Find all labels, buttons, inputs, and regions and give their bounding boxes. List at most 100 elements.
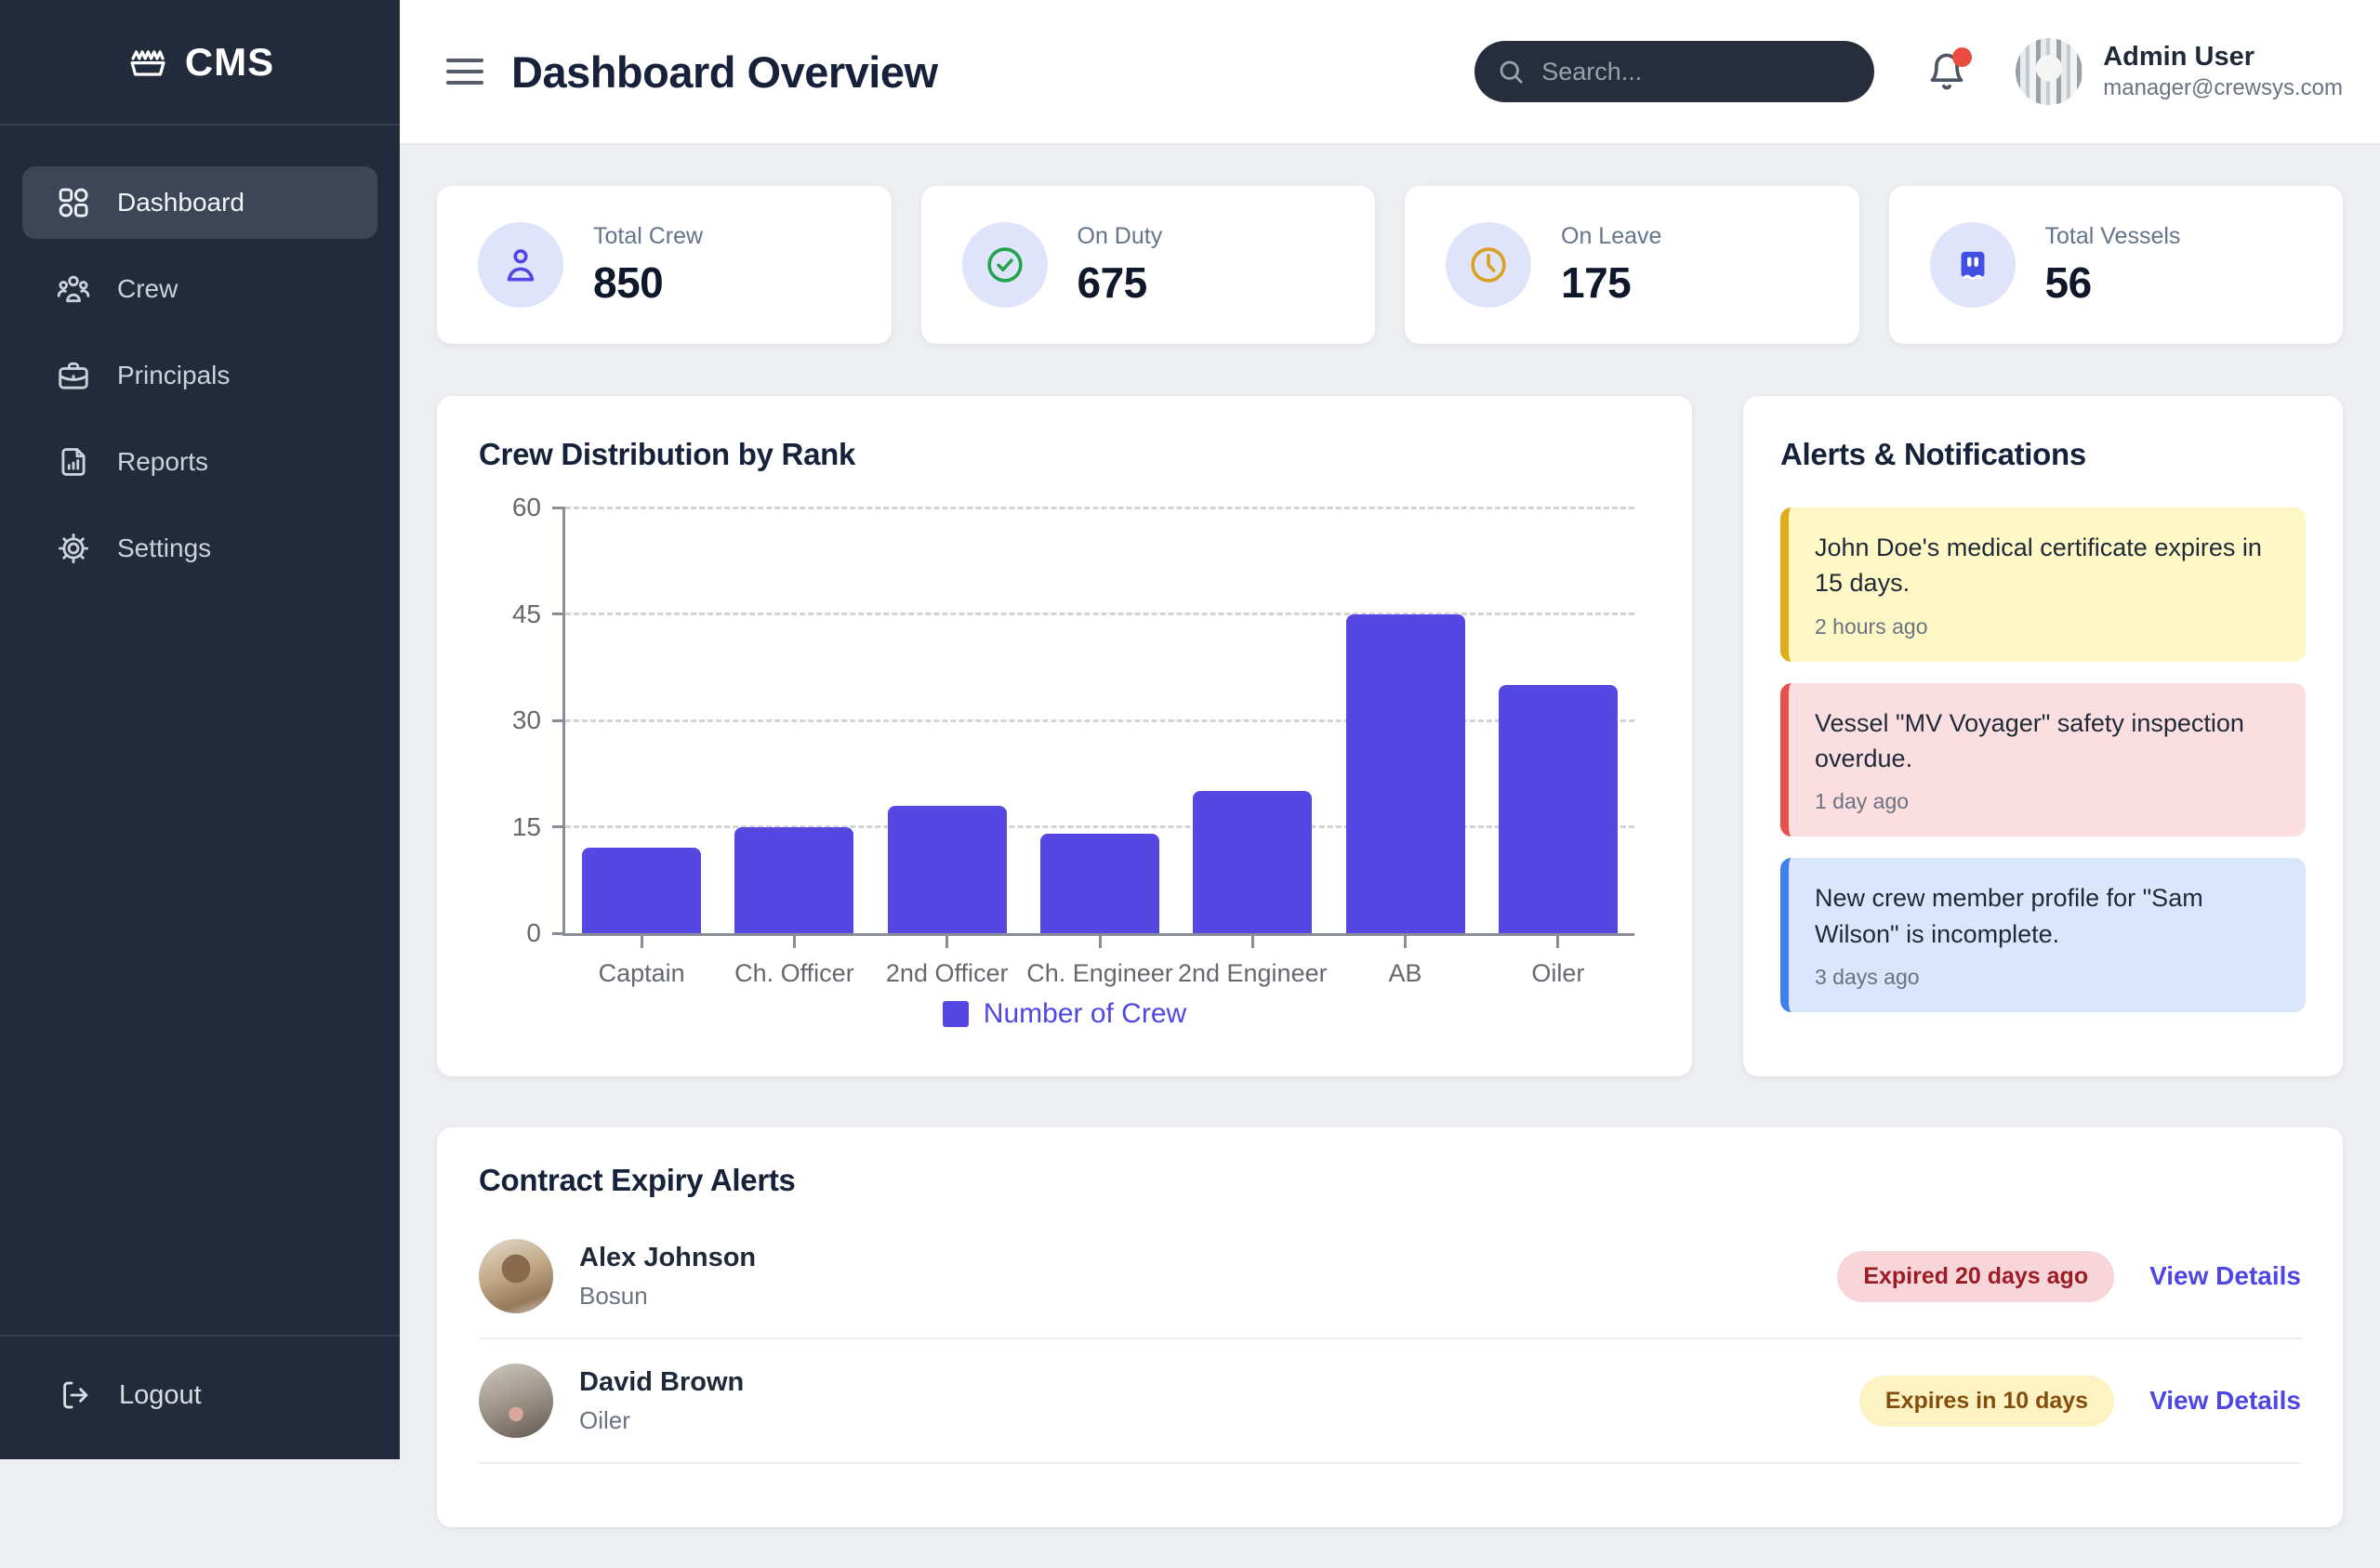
user-name: Admin User: [2103, 42, 2254, 72]
sidebar-item-label: Dashboard: [117, 188, 245, 217]
header-right: Admin User manager@crewsys.com: [1474, 38, 2343, 105]
view-details-link[interactable]: View Details: [2149, 1261, 2301, 1290]
legend-label: Number of Crew: [983, 998, 1187, 1029]
x-tick-mark: [945, 936, 949, 948]
user-menu[interactable]: Admin User manager@crewsys.com: [2016, 38, 2343, 105]
x-tick-label-captain: Captain: [598, 959, 685, 987]
contracts-card: Contract Expiry Alerts Alex Johnson Bosu…: [437, 1127, 2343, 1527]
contract-row-actions: Expired 20 days ago View Details: [1837, 1250, 2301, 1302]
contract-row: David Brown Oiler Expires in 10 days Vie…: [479, 1339, 2301, 1464]
contract-row: Alex Johnson Bosun Expired 20 days ago V…: [479, 1215, 2301, 1339]
stat-card-total-vessels: Total Vessels 56: [1888, 186, 2343, 344]
person-icon: [507, 249, 535, 282]
sidebar: CMS Dashboard: [0, 0, 400, 1459]
contracts-title: Contract Expiry Alerts: [479, 1163, 796, 1197]
x-tick-mark: [640, 936, 643, 948]
search-input[interactable]: [1540, 56, 1873, 87]
avatar: [2016, 38, 2083, 105]
alert-item-danger: Vessel "MV Voyager" safety inspection ov…: [1780, 682, 2306, 837]
chart-title: Crew Distribution by Rank: [479, 437, 856, 471]
crew-role: Oiler: [579, 1405, 630, 1434]
stat-label: Total Crew: [593, 222, 704, 249]
x-tick-mark: [1098, 936, 1102, 948]
alerts-title: Alerts & Notifications: [1780, 437, 2086, 471]
dashboard-content: Total Crew 850 On Duty 675: [400, 145, 2380, 1568]
main-area: Dashboard Overview: [400, 0, 2380, 1527]
x-tick-mark: [1250, 936, 1254, 948]
stat-label: On Duty: [1077, 222, 1163, 249]
bar-oiler: [1498, 684, 1618, 933]
y-tick-label: 45: [511, 599, 541, 628]
notifications-button[interactable]: [1926, 47, 1973, 92]
alerts-card: Alerts & Notifications John Doe's medica…: [1743, 396, 2343, 1076]
logout-icon: [63, 1381, 88, 1409]
alert-time: 2 hours ago: [1815, 613, 1928, 639]
app-logo: CMS: [0, 0, 400, 125]
alert-time: 1 day ago: [1815, 789, 1910, 814]
y-tick-label: 0: [526, 918, 541, 947]
sidebar-item-label: Crew: [117, 274, 178, 303]
sidebar-item-dashboard[interactable]: Dashboard: [22, 166, 377, 239]
sidebar-footer: Logout: [0, 1335, 400, 1459]
sidebar-item-label: Reports: [117, 447, 209, 476]
crew-name: Alex Johnson: [579, 1242, 757, 1272]
grid-icon: [59, 188, 88, 217]
legend-swatch: [942, 1001, 969, 1027]
sidebar-item-reports[interactable]: Reports: [22, 426, 377, 498]
ship-logo-icon: [130, 49, 165, 76]
sidebar-item-settings[interactable]: Settings: [22, 512, 377, 585]
bar-chart: 0 15 30 45 60 Captain Ch. Officer 2nd Officer Ch…: [512, 493, 1634, 987]
search-icon: [1500, 60, 1523, 84]
users-icon: [57, 275, 90, 303]
x-tick-label-oiler: Oiler: [1531, 959, 1585, 987]
stat-icon-circle: [1929, 222, 2016, 308]
alert-message: New crew member profile for "Sam Wilson"…: [1815, 884, 2203, 948]
gridline-45: [565, 613, 1634, 615]
search-box: [1474, 41, 1875, 102]
clock-icon: [1471, 247, 1506, 283]
page-title: Dashboard Overview: [511, 46, 938, 97]
y-tick-label: 15: [511, 811, 541, 841]
avatar: [479, 1364, 553, 1438]
alert-time: 3 days ago: [1815, 964, 1920, 989]
bar-ch-officer: [734, 826, 854, 933]
sidebar-item-principals[interactable]: Principals: [22, 339, 377, 412]
x-tick-mark: [1404, 936, 1408, 948]
stat-value: 56: [2044, 257, 2093, 307]
crew-role: Bosun: [579, 1281, 648, 1310]
stat-icon-circle: [961, 222, 1048, 308]
bar-2nd-officer: [887, 805, 1007, 933]
sidebar-item-label: Settings: [117, 534, 212, 562]
y-tick-mark: [552, 825, 565, 828]
contract-rows: Alex Johnson Bosun Expired 20 days ago V…: [479, 1215, 2301, 1464]
menu-toggle-button[interactable]: [446, 59, 483, 85]
x-tick-label-2nd-engineer: 2nd Engineer: [1177, 959, 1328, 987]
gridline-30: [565, 718, 1634, 722]
x-tick-mark: [792, 936, 796, 948]
gridline-60: [565, 506, 1634, 509]
x-tick-label-ch-engineer: Ch. Engineer: [1026, 959, 1173, 987]
stat-icon-circle: [1446, 222, 1531, 308]
x-tick-label-ch-officer: Ch. Officer: [734, 959, 854, 987]
avatar: [479, 1239, 553, 1313]
chart-legend[interactable]: Number of Crew: [437, 998, 1692, 1030]
bar-ab: [1345, 613, 1465, 933]
stat-value: 850: [593, 257, 664, 307]
sidebar-item-crew[interactable]: Crew: [22, 253, 377, 325]
alert-message: John Doe's medical certificate expires i…: [1815, 534, 2262, 598]
mid-row: Crew Distribution by Rank 0 15 30 45 60 Capta…: [437, 396, 2343, 1076]
x-tick-label-ab: AB: [1388, 959, 1422, 987]
y-tick-label: 60: [511, 493, 541, 521]
x-tick-mark: [1556, 936, 1560, 948]
stat-card-on-duty: On Duty 675: [920, 186, 1375, 344]
y-tick-mark: [552, 506, 565, 509]
view-details-link[interactable]: View Details: [2149, 1386, 2301, 1415]
logout-button[interactable]: Logout: [58, 1377, 400, 1413]
notification-dot: [1952, 47, 1973, 67]
sidebar-item-label: Principals: [117, 361, 231, 389]
stat-card-on-leave: On Leave 175: [1405, 186, 1859, 344]
bar-ch-engineer: [1040, 834, 1159, 933]
user-email: manager@crewsys.com: [2103, 74, 2343, 100]
gridline-15: [565, 825, 1634, 828]
logout-label: Logout: [119, 1379, 202, 1410]
